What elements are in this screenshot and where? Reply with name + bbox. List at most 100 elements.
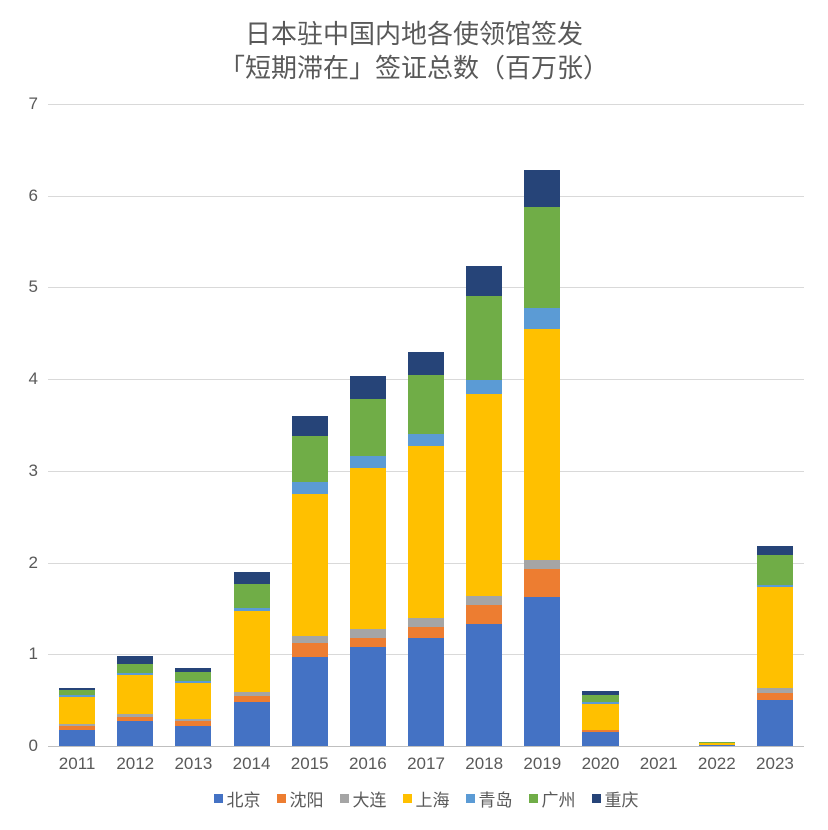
bar-segment: [408, 375, 444, 435]
chart-title: 日本驻中国内地各使领馆签发 「短期滞在」签证总数（百万张）: [0, 18, 828, 86]
bar-segment: [466, 624, 502, 746]
bar-container: [48, 104, 804, 746]
legend-label: 上海: [416, 786, 450, 811]
bar-segment: [757, 587, 793, 688]
bar-segment: [175, 672, 211, 681]
x-tick-label: 2012: [106, 754, 164, 774]
bar-segment: [175, 683, 211, 719]
bar-segment: [234, 702, 270, 746]
plot-area: [48, 104, 804, 746]
x-tick-label: 2016: [339, 754, 397, 774]
legend-swatch: [529, 794, 538, 803]
x-tick-label: 2011: [48, 754, 106, 774]
bar-segment: [292, 643, 328, 657]
bar-stack: [350, 376, 386, 746]
legend-swatch: [214, 794, 223, 803]
legend-label: 沈阳: [290, 786, 324, 811]
bar-segment: [117, 675, 153, 714]
legend-swatch: [340, 794, 349, 803]
legend-label: 重庆: [605, 786, 639, 811]
bar-segment: [582, 695, 618, 702]
legend-item: 大连: [340, 786, 387, 811]
bar-stack: [175, 668, 211, 746]
bar-column: [513, 104, 571, 746]
x-tick-label: 2014: [222, 754, 280, 774]
bar-segment: [117, 656, 153, 663]
bar-column: [339, 104, 397, 746]
x-tick-label: 2013: [164, 754, 222, 774]
bar-segment: [524, 597, 560, 746]
y-tick-label: 7: [29, 94, 38, 114]
bar-segment: [524, 560, 560, 569]
legend-label: 大连: [353, 786, 387, 811]
x-tick-label: 2015: [281, 754, 339, 774]
legend-item: 北京: [214, 786, 261, 811]
bar-segment: [408, 446, 444, 618]
bar-stack: [524, 170, 560, 746]
bar-segment: [466, 596, 502, 605]
bar-segment: [117, 721, 153, 746]
bar-segment: [292, 416, 328, 436]
bar-stack: [117, 656, 153, 746]
bar-segment: [350, 468, 386, 629]
bar-segment: [234, 611, 270, 692]
legend-item: 重庆: [592, 786, 639, 811]
bar-segment: [234, 584, 270, 609]
x-axis-baseline: [48, 746, 804, 747]
bar-segment: [117, 664, 153, 673]
bar-segment: [466, 394, 502, 596]
y-axis-ticks: 01234567: [0, 104, 38, 746]
bar-segment: [408, 434, 444, 446]
bar-segment: [757, 546, 793, 555]
bar-segment: [466, 266, 502, 295]
chart-frame: 日本驻中国内地各使领馆签发 「短期滞在」签证总数（百万张） 01234567 2…: [0, 0, 828, 830]
y-tick-label: 3: [29, 461, 38, 481]
bar-segment: [757, 700, 793, 746]
bar-segment: [350, 647, 386, 746]
bar-segment: [292, 482, 328, 494]
legend-swatch: [403, 794, 412, 803]
bar-segment: [408, 638, 444, 746]
bar-segment: [234, 572, 270, 584]
title-line-1: 日本驻中国内地各使领馆签发: [245, 19, 583, 49]
bar-segment: [292, 494, 328, 636]
legend-item: 青岛: [466, 786, 513, 811]
x-tick-label: 2019: [513, 754, 571, 774]
bar-segment: [292, 436, 328, 482]
bar-segment: [757, 555, 793, 584]
bar-stack: [582, 691, 618, 746]
x-tick-label: 2023: [746, 754, 804, 774]
y-tick-label: 1: [29, 644, 38, 664]
legend-swatch: [466, 794, 475, 803]
bar-column: [222, 104, 280, 746]
bar-segment: [350, 399, 386, 456]
y-tick-label: 5: [29, 277, 38, 297]
bar-segment: [350, 376, 386, 399]
bar-stack: [466, 266, 502, 746]
bar-segment: [524, 569, 560, 597]
bar-stack: [408, 352, 444, 746]
bar-segment: [350, 629, 386, 638]
bar-column: [106, 104, 164, 746]
legend-label: 北京: [227, 786, 261, 811]
y-tick-label: 4: [29, 369, 38, 389]
bar-column: [397, 104, 455, 746]
bar-column: [630, 104, 688, 746]
bar-column: [164, 104, 222, 746]
bar-segment: [59, 730, 95, 747]
legend: 北京沈阳大连上海青岛广州重庆: [48, 786, 804, 811]
bar-segment: [466, 296, 502, 380]
bar-segment: [292, 636, 328, 643]
legend-swatch: [592, 794, 601, 803]
bar-segment: [757, 693, 793, 700]
legend-swatch: [277, 794, 286, 803]
bar-segment: [408, 627, 444, 638]
bar-segment: [350, 456, 386, 468]
bar-segment: [524, 329, 560, 560]
bar-segment: [408, 352, 444, 375]
bar-segment: [350, 638, 386, 647]
bar-stack: [292, 416, 328, 746]
legend-item: 沈阳: [277, 786, 324, 811]
bar-segment: [59, 697, 95, 725]
y-tick-label: 2: [29, 553, 38, 573]
